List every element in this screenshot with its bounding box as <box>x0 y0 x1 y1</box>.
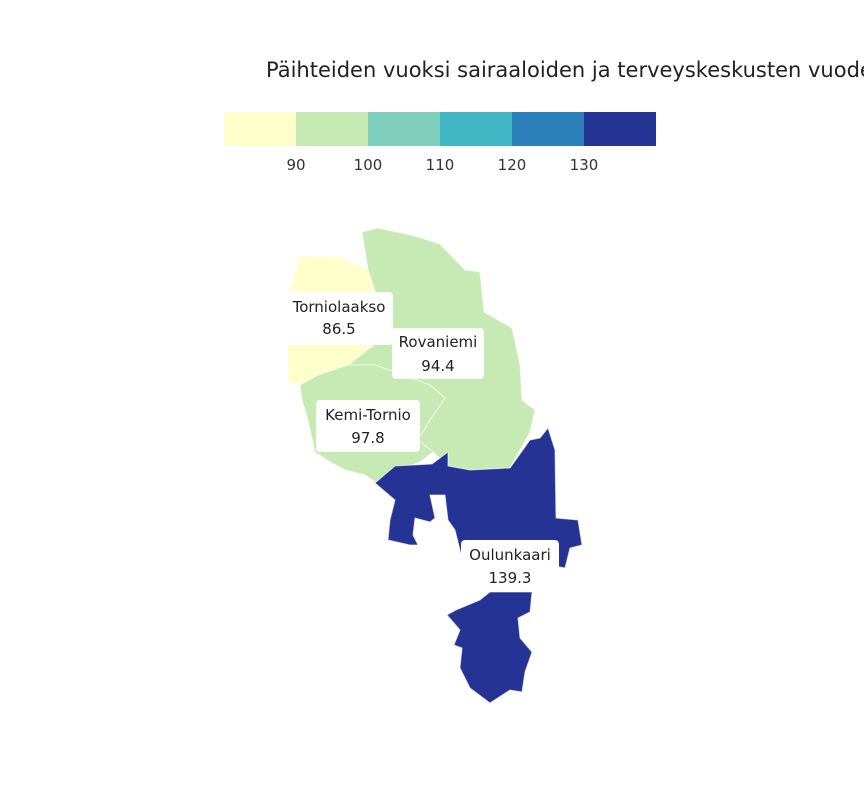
label-region-name: Oulunkaari <box>469 546 551 564</box>
color-legend: 90 100 110 120 130 <box>224 112 656 174</box>
legend-tick-130: 130 <box>570 156 599 174</box>
label-torniolaakso: Torniolaakso 86.5 <box>285 292 393 345</box>
label-oulunkaari: Oulunkaari 139.3 <box>461 540 559 592</box>
region-labels: Torniolaakso 86.5 Rovaniemi 94.4 Kemi-To… <box>285 292 559 592</box>
legend-swatch-1 <box>224 112 296 146</box>
legend-swatch-5 <box>512 112 584 146</box>
label-region-name: Torniolaakso <box>292 298 386 316</box>
legend-tick-90: 90 <box>286 156 305 174</box>
legend-tick-110: 110 <box>426 156 455 174</box>
label-box <box>316 400 420 452</box>
label-box <box>461 540 559 592</box>
label-region-value: 139.3 <box>489 569 532 587</box>
label-region-value: 86.5 <box>322 320 355 338</box>
legend-tick-100: 100 <box>354 156 383 174</box>
label-box <box>285 292 393 345</box>
legend-swatch-6 <box>584 112 656 146</box>
label-kemi-tornio: Kemi-Tornio 97.8 <box>316 400 420 452</box>
legend-swatch-4 <box>440 112 512 146</box>
map-title: Päihteiden vuoksi sairaaloiden ja tervey… <box>266 58 864 82</box>
label-region-name: Rovaniemi <box>399 333 478 351</box>
label-rovaniemi: Rovaniemi 94.4 <box>392 328 484 379</box>
legend-tick-120: 120 <box>498 156 527 174</box>
label-region-value: 97.8 <box>351 429 384 447</box>
legend-swatch-2 <box>296 112 368 146</box>
legend-swatch-3 <box>368 112 440 146</box>
label-region-value: 94.4 <box>421 357 454 375</box>
map-regions <box>286 227 583 704</box>
label-region-name: Kemi-Tornio <box>325 406 411 424</box>
label-box <box>392 328 484 379</box>
